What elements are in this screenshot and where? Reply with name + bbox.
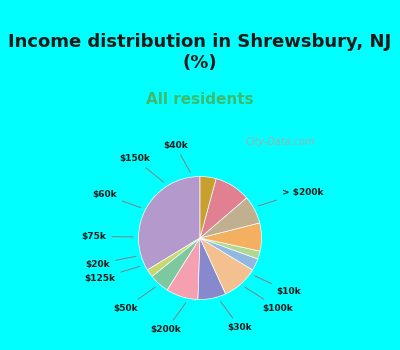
Text: $125k: $125k: [84, 266, 140, 283]
Text: $200k: $200k: [151, 303, 186, 334]
Text: > $200k: > $200k: [258, 188, 323, 206]
Text: $20k: $20k: [85, 256, 136, 268]
Wedge shape: [148, 238, 200, 276]
Text: Income distribution in Shrewsbury, NJ
(%): Income distribution in Shrewsbury, NJ (%…: [8, 33, 392, 72]
Text: All residents: All residents: [146, 92, 254, 107]
Wedge shape: [138, 176, 200, 270]
Text: $60k: $60k: [92, 190, 141, 208]
Text: $50k: $50k: [113, 287, 155, 313]
Wedge shape: [198, 238, 226, 300]
Text: $150k: $150k: [119, 154, 164, 182]
Wedge shape: [200, 198, 260, 238]
Wedge shape: [200, 176, 216, 238]
Text: $40k: $40k: [163, 141, 190, 172]
Wedge shape: [200, 178, 246, 238]
Text: City-Data.com: City-Data.com: [246, 137, 315, 147]
Wedge shape: [200, 238, 252, 294]
Wedge shape: [152, 238, 200, 290]
Text: $30k: $30k: [220, 301, 252, 332]
Wedge shape: [200, 238, 260, 259]
Wedge shape: [200, 223, 262, 251]
Wedge shape: [167, 238, 200, 300]
Text: $75k: $75k: [81, 232, 134, 241]
Text: $100k: $100k: [245, 287, 293, 313]
Wedge shape: [200, 238, 258, 270]
Text: $10k: $10k: [255, 276, 301, 296]
